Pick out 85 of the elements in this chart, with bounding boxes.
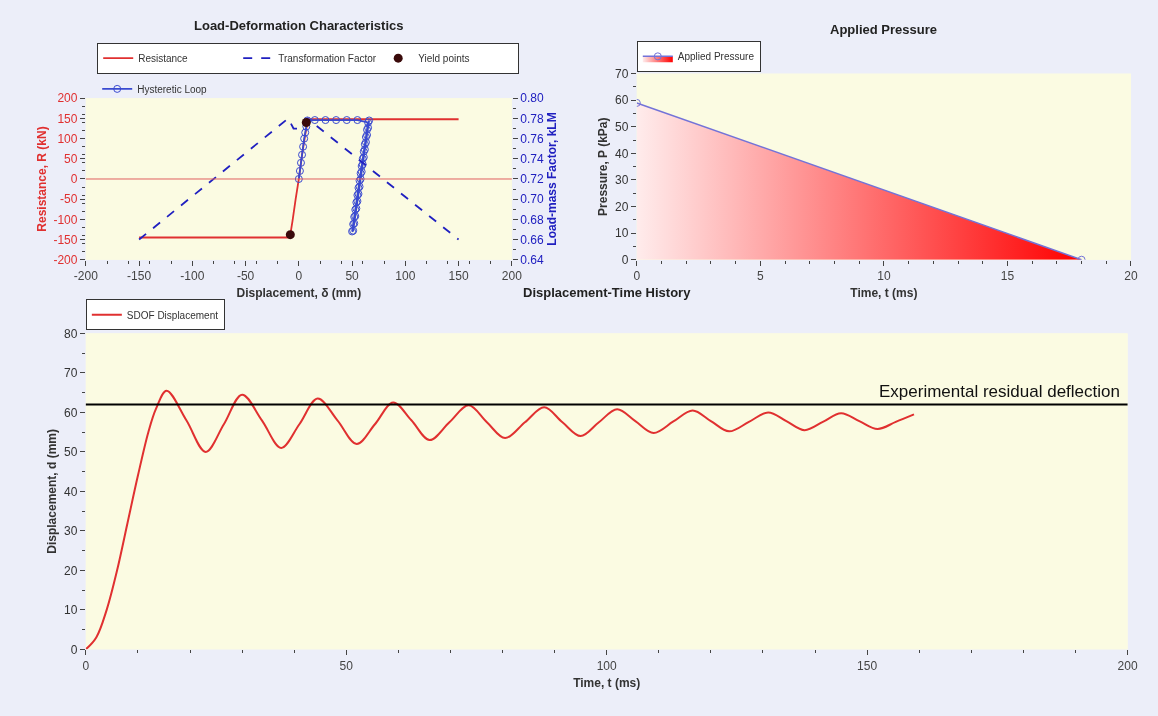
y-tick-label: 40 <box>64 484 78 499</box>
point <box>332 116 341 125</box>
x-tick-label: 200 <box>501 269 523 284</box>
y2-tick-label: 0.68 <box>520 212 544 227</box>
x-tick-label: 15 <box>1000 269 1015 284</box>
y-tick-label: -100 <box>53 212 78 227</box>
y-tick-label: 60 <box>64 405 78 420</box>
y2-tick-label: 0.80 <box>520 91 544 106</box>
point <box>295 166 304 175</box>
chart-title: Load-Deformation Characteristics <box>194 18 404 33</box>
y-tick-label: 0 <box>621 252 629 267</box>
y2-tick-label: 0.74 <box>520 152 544 167</box>
legend-label: Hysteretic Loop <box>137 83 208 95</box>
chart-title: Displacement-Time History <box>523 285 692 300</box>
x-tick-label: 0 <box>82 658 90 673</box>
x-tick-label: 0 <box>295 269 303 284</box>
y2-tick-label: 0.64 <box>520 252 544 267</box>
y2-tick-label: 0.78 <box>520 111 544 126</box>
point <box>285 230 295 240</box>
x-tick-label: 5 <box>757 269 764 284</box>
point <box>310 116 319 125</box>
y-tick-label: 50 <box>64 152 78 167</box>
y-tick-label: 30 <box>64 524 78 539</box>
y-tick-label: 50 <box>615 120 629 135</box>
x-tick-label: -100 <box>180 269 205 284</box>
y2-tick-label: 0.72 <box>520 172 544 187</box>
x-tick-label: -50 <box>236 269 255 284</box>
chart-title: Applied Pressure <box>830 22 937 37</box>
y-axis-title: Resistance, R (kN) <box>34 126 49 232</box>
y-tick-label: 200 <box>57 91 78 106</box>
y-tick-label: 10 <box>615 226 629 241</box>
y-tick-label: 20 <box>615 199 629 214</box>
y-tick-label: 40 <box>615 146 629 161</box>
point <box>296 158 305 167</box>
point <box>299 142 308 151</box>
y-axis-title: Pressure, P (kPa) <box>596 117 611 216</box>
point <box>298 150 307 159</box>
point <box>300 134 309 143</box>
y2-tick-label: 0.76 <box>520 131 544 146</box>
legend-label: Resistance <box>138 53 189 65</box>
y-tick-label: -150 <box>53 232 78 247</box>
x-tick-label: -150 <box>127 269 152 284</box>
y-tick-label: 0 <box>70 172 78 187</box>
y-tick-label: 0 <box>70 642 78 657</box>
point <box>301 128 310 137</box>
x-axis-title: Time, t (ms) <box>850 286 918 301</box>
y2-tick-label: 0.66 <box>520 232 544 247</box>
point <box>363 130 371 139</box>
x-tick-label: 0 <box>633 269 641 284</box>
y-tick-label: 70 <box>615 66 629 81</box>
legend-label: SDOF Displacement <box>126 309 219 321</box>
ref-line-label: Experimental residual deflection <box>879 382 1120 401</box>
y-tick-label: 60 <box>615 93 629 108</box>
y-tick-label: 30 <box>615 173 629 188</box>
x-tick-label: 100 <box>395 269 416 284</box>
x-tick-label: 10 <box>877 269 891 284</box>
x-tick-label: 150 <box>448 269 469 284</box>
x-tick-label: 50 <box>345 269 360 284</box>
y-tick-label: -50 <box>60 192 78 207</box>
y-axis-title: Displacement, d (mm) <box>45 429 60 554</box>
y-tick-label: 20 <box>64 563 78 578</box>
y-tick-label: 70 <box>64 366 78 381</box>
y-tick-label: -200 <box>53 252 78 267</box>
y2-axis-title: Load-mass Factor, kLM <box>544 112 559 246</box>
x-tick-label: 200 <box>1117 658 1138 673</box>
x-axis-title: Displacement, δ (mm) <box>236 286 362 301</box>
legend-label: Applied Pressure <box>677 51 755 63</box>
y-tick-label: 80 <box>64 326 78 341</box>
point <box>353 116 362 125</box>
point <box>361 133 370 142</box>
y2-tick-label: 0.70 <box>520 192 544 207</box>
legend-label: Transformation Factor <box>278 53 377 65</box>
point <box>294 174 303 183</box>
x-tick-label: 50 <box>339 658 354 673</box>
y-tick-label: 10 <box>64 603 78 618</box>
point <box>342 116 351 125</box>
y-tick-label: 150 <box>57 111 78 126</box>
x-tick-label: 20 <box>1124 269 1138 284</box>
y-tick-label: 100 <box>57 131 78 146</box>
y-tick-label: 50 <box>64 445 78 460</box>
x-axis-title: Time, t (ms) <box>573 675 641 690</box>
x-tick-label: 100 <box>596 658 618 673</box>
point <box>321 116 330 125</box>
legend-label: Yield points <box>418 53 470 65</box>
x-tick-label: 150 <box>857 658 878 673</box>
